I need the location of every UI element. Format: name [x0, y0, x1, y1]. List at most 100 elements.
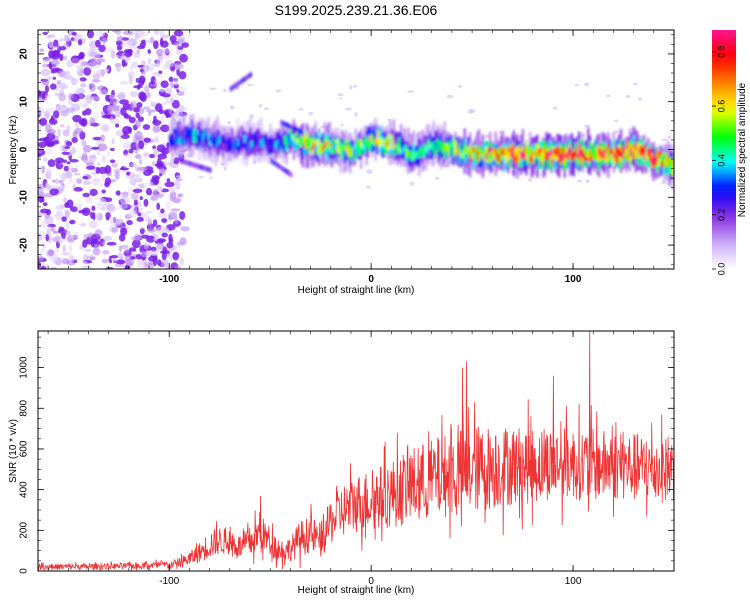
spectrogram-noise-cell	[89, 188, 98, 197]
spectrogram-noise-cell	[82, 110, 87, 116]
spectrogram-faint-cell	[170, 97, 175, 103]
spectrogram-band-cell	[199, 164, 202, 170]
spectrogram-noise-cell	[68, 254, 75, 264]
spectrogram-band-cell	[663, 153, 666, 163]
spectrogram-noise-cell	[149, 250, 159, 257]
spectrogram-band-cell	[487, 150, 490, 160]
spectrogram-noise-cell	[179, 257, 184, 266]
spectrogram-noise-cell	[145, 92, 151, 99]
spectrogram-band-cell	[469, 152, 472, 162]
spectrogram-noise-cell	[95, 166, 100, 174]
spectrogram-faint-cell	[435, 176, 440, 180]
spectrogram-noise-cell	[55, 106, 61, 112]
spectrogram-noise-cell	[161, 93, 171, 98]
spectrogram-band-cell	[358, 145, 361, 152]
spectrogram-noise-cell	[172, 251, 180, 261]
spectrogram-noise-cell	[86, 30, 94, 39]
spectrogram-band-cell	[625, 141, 628, 156]
spectrogram-band-cell	[336, 145, 339, 153]
spectrogram-noise-cell	[158, 70, 163, 75]
spectrogram-x-tick-label: 100	[565, 274, 582, 285]
spectrogram-noise-cell	[83, 66, 92, 76]
colorbar-ticks: 0.0 0.2 0.4 0.6 0.8	[712, 45, 726, 275]
spectrogram-noise-cell	[134, 154, 142, 159]
spectrogram-band-cell	[550, 153, 554, 161]
spectrogram-noise-cell	[95, 39, 101, 48]
spectrogram-band-cell	[274, 141, 277, 149]
spectrogram-band-cell	[376, 133, 379, 143]
spectrogram-band-cell	[607, 148, 610, 154]
spectrogram-noise-cell	[73, 34, 79, 42]
spectrogram-faint-cell	[407, 90, 414, 93]
spectrogram-noise-cell	[64, 209, 70, 219]
spectrogram-band-cell	[290, 137, 294, 147]
spectrogram-faint-cell	[574, 84, 580, 87]
snr-frame	[37, 330, 675, 572]
spectrogram-noise-cell	[66, 161, 71, 165]
spectrogram-band-cell	[205, 166, 208, 172]
spectrogram-noise-cell	[105, 212, 111, 219]
spectrogram-noise-cell	[157, 73, 161, 78]
spectrogram-band-cell	[654, 149, 657, 162]
spectrogram-faint-cell	[354, 112, 358, 118]
spectrogram-noise-cell	[65, 220, 70, 230]
spectrogram-noise-cell	[42, 242, 46, 250]
spectrogram-band-cell	[400, 149, 403, 155]
spectrogram-band-cell	[392, 142, 395, 156]
spectrogram-band-cell	[292, 125, 295, 131]
spectrogram-band-cell	[227, 137, 230, 145]
spectrogram-noise-cell	[93, 243, 99, 251]
spectrogram-noise-cell	[148, 111, 152, 117]
spectrogram-band-cell	[534, 150, 537, 157]
spectrogram-band-cell	[303, 134, 306, 147]
spectrogram-noise-cell	[148, 83, 158, 87]
spectrogram-band-cell	[372, 140, 375, 146]
spectrogram-noise-cell	[92, 73, 100, 82]
colorbar-tick: 0.2	[712, 208, 726, 221]
spectrogram-noise-cell	[114, 123, 120, 128]
spectrogram-band-cell	[485, 146, 488, 162]
spectrogram-band-cell	[178, 138, 181, 145]
spectrogram-band-cell	[592, 147, 595, 155]
spectrogram-noise-cell	[149, 36, 155, 44]
spectrogram-band-cell	[216, 139, 219, 146]
spectrogram-band-cell	[278, 134, 281, 150]
spectrogram-noise-cell	[152, 124, 161, 133]
spectrogram-faint-cell	[308, 111, 314, 116]
spectrogram-band-cell	[282, 166, 285, 172]
spectrogram-band-cell	[529, 148, 532, 157]
spectrogram-noise-cell	[40, 68, 51, 77]
spectrogram-band-cell	[340, 147, 343, 155]
spectrogram-band-cell	[179, 158, 182, 164]
spectrogram-band-cell	[454, 144, 457, 151]
spectrogram-band-cell	[192, 130, 196, 138]
spectrogram-noise-cell	[86, 165, 96, 170]
spectrogram-noise-cell	[64, 202, 70, 209]
spectrogram-band-cell	[647, 148, 650, 157]
spectrogram-band-cell	[409, 150, 412, 159]
spectrogram-noise-cell	[137, 183, 145, 189]
spectrogram-noise-cell	[125, 258, 135, 267]
spectrogram-band-cell	[237, 80, 240, 86]
spectrogram-band-cell	[318, 142, 321, 154]
spectrogram-noise-cell	[165, 109, 170, 119]
spectrogram-noise-cell	[129, 205, 133, 209]
spectrogram-band-cell	[209, 140, 212, 146]
spectrogram-signal-band	[169, 72, 674, 191]
spectrogram-band-cell	[489, 153, 492, 159]
spectrogram-band-cell	[282, 120, 285, 126]
snr-x-tick-label: 0	[368, 576, 374, 587]
spectrogram-band-cell	[183, 159, 186, 165]
spectrogram-noise-cell	[56, 80, 62, 85]
spectrogram-band-cell	[483, 148, 486, 157]
spectrogram-noise-cell	[159, 173, 163, 177]
spectrogram-noise-cell	[100, 181, 104, 188]
spectrogram-noise-cell	[166, 178, 171, 183]
spectrogram-noise-cell	[171, 99, 180, 109]
spectrogram-noise-cell	[44, 85, 50, 93]
spectrogram-noise-cell	[46, 167, 53, 174]
spectrogram-band-cell	[196, 130, 199, 141]
spectrogram-band-cell	[492, 151, 495, 158]
spectrogram-noise-cell	[165, 200, 172, 209]
spectrogram-noise-cell	[135, 112, 141, 119]
